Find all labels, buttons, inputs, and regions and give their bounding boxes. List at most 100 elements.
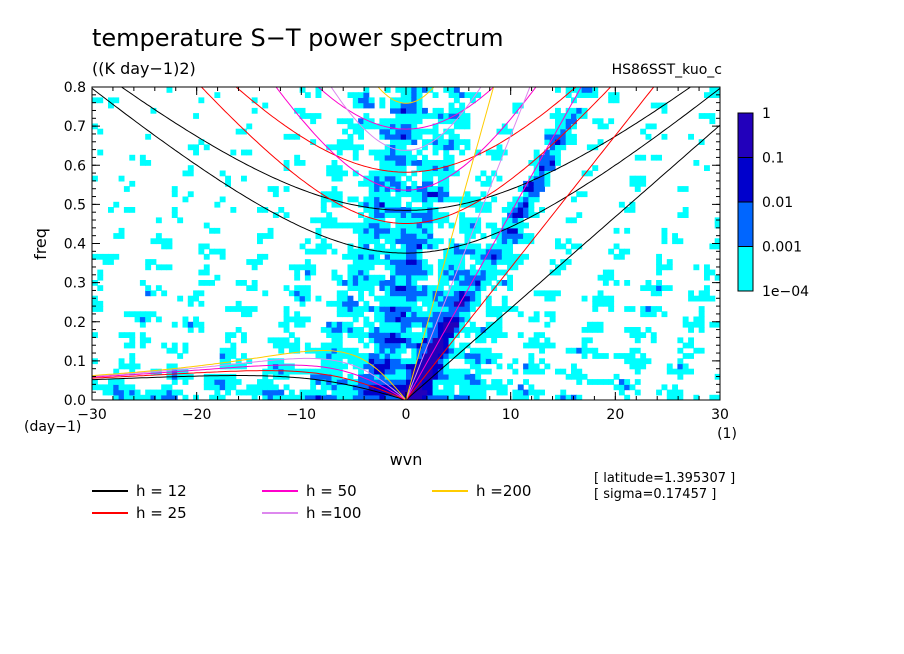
heatmap-cell — [299, 243, 306, 250]
heatmap-cell — [512, 358, 519, 365]
heatmap-cell — [347, 248, 354, 255]
heatmap-cell — [97, 97, 104, 104]
heatmap-cell — [331, 170, 338, 177]
heatmap-cell — [464, 384, 471, 391]
heatmap-cell — [358, 274, 364, 281]
heatmap-cell — [661, 238, 668, 245]
dispersion-curve — [200, 87, 612, 224]
heatmap-cell — [533, 149, 540, 156]
heatmap-cell — [581, 107, 588, 114]
heatmap-cell — [469, 300, 476, 307]
heatmap-cell — [432, 384, 439, 391]
heatmap-cell — [241, 332, 247, 338]
heatmap-cell — [432, 389, 439, 396]
heatmap-cell — [427, 227, 434, 234]
colorbar-swatch — [737, 157, 754, 203]
heatmap-cell — [379, 347, 386, 354]
heatmap-cell — [672, 233, 678, 239]
heatmap-cell — [491, 269, 498, 276]
heatmap-cell — [693, 316, 700, 323]
dispersion-curve — [405, 87, 495, 400]
heatmap-cell — [272, 342, 279, 349]
heatmap-cell — [129, 342, 136, 349]
heatmap-cell — [363, 180, 370, 187]
heatmap-cell — [411, 186, 418, 192]
heatmap-cell — [592, 92, 599, 98]
heatmap-cell — [347, 196, 354, 203]
heatmap-cell — [571, 196, 577, 203]
heatmap-cell — [209, 280, 215, 286]
heatmap-cell — [565, 123, 572, 130]
heatmap-cell — [422, 238, 428, 245]
heatmap-cell — [453, 394, 460, 400]
heatmap-cell — [544, 180, 551, 187]
heatmap-cell — [347, 394, 354, 400]
heatmap-cell — [427, 191, 434, 198]
heatmap-cell — [257, 207, 263, 213]
heatmap-cell — [459, 264, 466, 271]
heatmap-cell — [656, 259, 662, 265]
heatmap-cell — [427, 201, 434, 208]
heatmap-cell — [485, 222, 492, 229]
heatmap-cell — [448, 332, 455, 338]
heatmap-cell — [613, 92, 620, 98]
heatmap-cell — [235, 363, 242, 370]
heatmap-cell — [496, 280, 503, 286]
heatmap-cell — [650, 311, 657, 318]
heatmap-cell — [384, 347, 391, 354]
heatmap-cell — [384, 342, 391, 349]
heatmap-cell — [608, 118, 615, 125]
heatmap-cell — [384, 180, 391, 187]
heatmap-cell — [363, 274, 370, 281]
heatmap-cell — [422, 394, 428, 400]
heatmap-cell — [422, 264, 428, 271]
heatmap-cell — [459, 321, 466, 328]
heatmap-cell — [310, 118, 317, 125]
heatmap-cell — [352, 327, 359, 333]
heatmap-cell — [416, 379, 423, 385]
heatmap-cell — [139, 311, 146, 318]
heatmap-cell — [523, 186, 529, 192]
heatmap-cell — [549, 259, 556, 265]
heatmap-cell — [390, 160, 396, 166]
heatmap-cell — [704, 92, 710, 98]
heatmap-cell — [379, 300, 386, 307]
heatmap-cell — [379, 118, 386, 125]
heatmap-cell — [629, 347, 636, 354]
heatmap-cell — [459, 384, 466, 391]
heatmap-cell — [342, 384, 348, 391]
heatmap-cell — [368, 102, 375, 109]
heatmap-cell — [677, 347, 684, 354]
heatmap-cell — [432, 379, 439, 385]
heatmap-cell — [453, 290, 460, 297]
heatmap-cell — [698, 327, 705, 333]
heatmap-cell — [225, 358, 231, 365]
heatmap-cell — [416, 342, 423, 349]
heatmap-cell — [374, 274, 380, 281]
heatmap-cell — [145, 285, 152, 291]
heatmap-cell — [363, 306, 370, 312]
heatmap-cell — [448, 321, 455, 328]
heatmap-cell — [411, 342, 418, 349]
heatmap-cell — [294, 269, 301, 276]
heatmap-cell — [358, 269, 364, 276]
heatmap-cell — [278, 321, 285, 328]
heatmap-cell — [363, 201, 370, 208]
heatmap-cell — [443, 154, 450, 161]
heatmap-cell — [326, 327, 333, 333]
heatmap-cell — [342, 144, 348, 151]
heatmap-cell — [453, 118, 460, 125]
y-tick-label: 0.0 — [64, 393, 86, 409]
heatmap-cell — [123, 389, 130, 396]
heatmap-cell — [416, 368, 423, 375]
heatmap-cell — [480, 358, 487, 365]
heatmap-cell — [395, 337, 402, 344]
heatmap-cell — [432, 207, 439, 213]
heatmap-cell — [459, 222, 466, 229]
heatmap-cell — [368, 222, 375, 229]
heatmap-cell — [432, 113, 439, 119]
heatmap-cell — [555, 243, 561, 250]
heatmap-cell — [475, 290, 482, 297]
heatmap-cell — [342, 321, 348, 328]
heatmap-cell — [480, 379, 487, 385]
